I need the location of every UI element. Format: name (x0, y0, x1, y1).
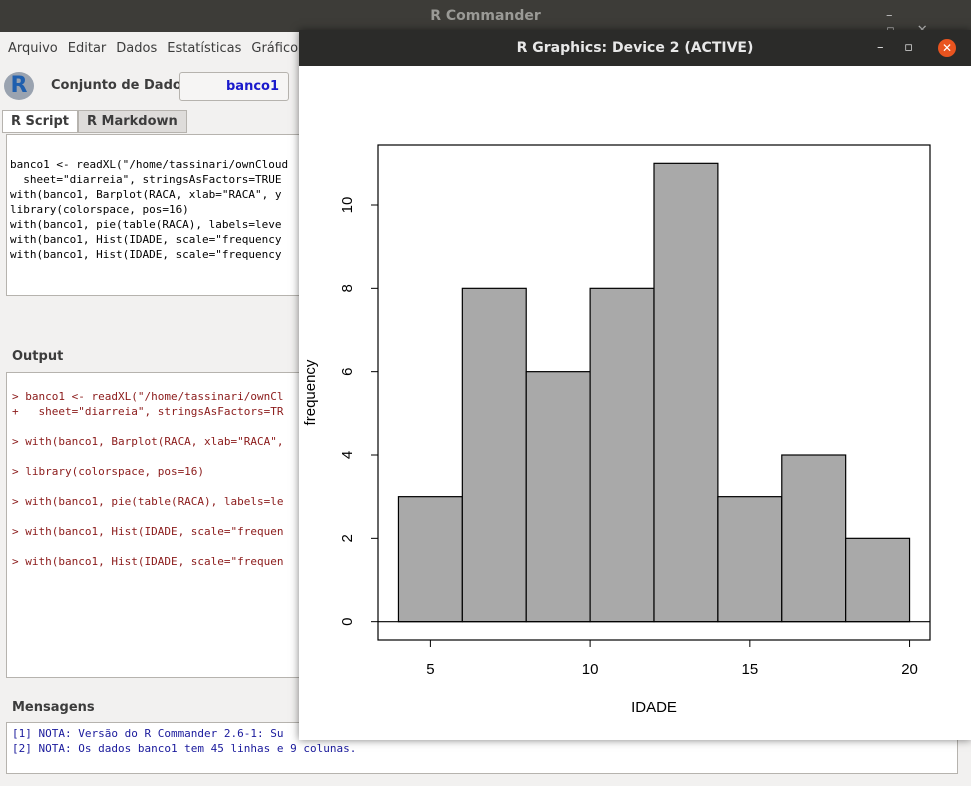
output-pane: > banco1 <- readXL("/home/tassinari/ownC… (6, 372, 308, 678)
menu-item[interactable]: Gráfico (251, 41, 299, 56)
graphics-title: R Graphics: Device 2 (ACTIVE) (299, 30, 971, 66)
bar (461, 287, 527, 623)
y-tick-label: 6 (339, 367, 356, 375)
script-line: with(banco1, Hist(IDADE, scale="frequenc… (10, 233, 282, 246)
output-line: + sheet="diarreia", stringsAsFactors=TR (12, 405, 284, 418)
chart: 5 10 15 20 0 2 4 6 8 10 IDADE frequency (302, 144, 931, 716)
menu-item[interactable]: Dados (116, 41, 158, 56)
x-axis-label: IDADE (631, 699, 677, 716)
bar (589, 287, 655, 623)
bar (397, 496, 463, 623)
output-block: > banco1 <- readXL("/home/tassinari/ownC… (12, 389, 307, 419)
bar (781, 454, 847, 623)
window-title: R Commander (0, 0, 971, 32)
script-line: with(banco1, pie(table(RACA), labels=lev… (10, 218, 282, 231)
output-block: > with(banco1, Hist(IDADE, scale="freque… (12, 524, 307, 539)
output-text: > banco1 <- readXL("/home/tassinari/ownC… (7, 373, 307, 569)
y-tick-label: 2 (339, 534, 356, 542)
output-label: Output (12, 349, 64, 364)
dataset-label: Conjunto de Dados: (51, 78, 195, 93)
output-block: > with(banco1, Hist(IDADE, scale="freque… (12, 554, 307, 569)
dataset-button[interactable]: banco1 (179, 72, 289, 101)
y-axis-label: frequency (302, 359, 319, 425)
dataset-name: banco1 (226, 79, 280, 94)
plot-box (377, 144, 931, 641)
menu-item[interactable]: Estatísticas (167, 41, 242, 56)
y-tick-label: 0 (339, 617, 356, 625)
script-line: sheet="diarreia", stringsAsFactors=TRUE (10, 173, 282, 186)
output-block: > with(banco1, Barplot(RACA, xlab="RACA"… (12, 434, 307, 449)
output-block: > with(banco1, pie(table(RACA), labels=l… (12, 494, 307, 509)
y-tick-label: 10 (339, 197, 356, 214)
tab[interactable]: R Markdown (78, 110, 187, 133)
bar (653, 162, 719, 623)
x-tick-label: 10 (582, 661, 599, 678)
output-line: > with(banco1, Hist(IDADE, scale="freque… (12, 555, 284, 568)
x-tick-label: 5 (426, 661, 434, 678)
output-line: > with(banco1, Hist(IDADE, scale="freque… (12, 525, 284, 538)
message-line: [2] NOTA: Os dados banco1 tem 45 linhas … (12, 742, 357, 755)
message-line: [1] NOTA: Versão do R Commander 2.6-1: S… (12, 727, 284, 740)
bar (717, 496, 783, 623)
script-line: with(banco1, Barplot(RACA, xlab="RACA", … (10, 188, 282, 201)
bar (525, 371, 591, 623)
script-pane[interactable]: banco1 <- readXL("/home/tassinari/ownClo… (6, 134, 308, 296)
menu-item[interactable]: Editar (67, 41, 107, 56)
bar (845, 537, 911, 623)
tabs: R Script R Markdown (0, 110, 187, 134)
output-line: > banco1 <- readXL("/home/tassinari/ownC… (12, 390, 284, 403)
menu-bar: Arquivo Editar Dados Estatísticas Gráfico (0, 32, 971, 66)
output-line: > library(colorspace, pos=16) (12, 465, 205, 478)
graphics-controls[interactable]: – ▫ (877, 40, 913, 55)
y-tick-label: 8 (339, 284, 356, 292)
y-tick-label: 4 (339, 451, 356, 459)
script-line: library(colorspace, pos=16) (10, 203, 189, 216)
output-line: > with(banco1, Barplot(RACA, xlab="RACA"… (12, 435, 284, 448)
script-line: banco1 <- readXL("/home/tassinari/ownClo… (10, 158, 289, 171)
x-tick-label: 20 (901, 661, 918, 678)
menu-item[interactable]: Arquivo (8, 41, 58, 56)
output-line: > with(banco1, pie(table(RACA), labels=l… (12, 495, 284, 508)
script-line: with(banco1, Hist(IDADE, scale="frequenc… (10, 248, 282, 261)
tab[interactable]: R Script (2, 110, 78, 133)
graphics-window: R Graphics: Device 2 (ACTIVE) – ▫ ✕ 5 10 1… (299, 30, 971, 740)
messages-text: [1] NOTA: Versão do R Commander 2.6-1: S… (7, 723, 957, 756)
output-block: > library(colorspace, pos=16) (12, 464, 307, 479)
script-text: banco1 <- readXL("/home/tassinari/ownClo… (7, 135, 307, 262)
messages-label: Mensagens (12, 700, 95, 715)
close-button[interactable]: ✕ (938, 39, 956, 57)
x-tick-label: 15 (741, 661, 758, 678)
r-logo: R (4, 72, 34, 100)
